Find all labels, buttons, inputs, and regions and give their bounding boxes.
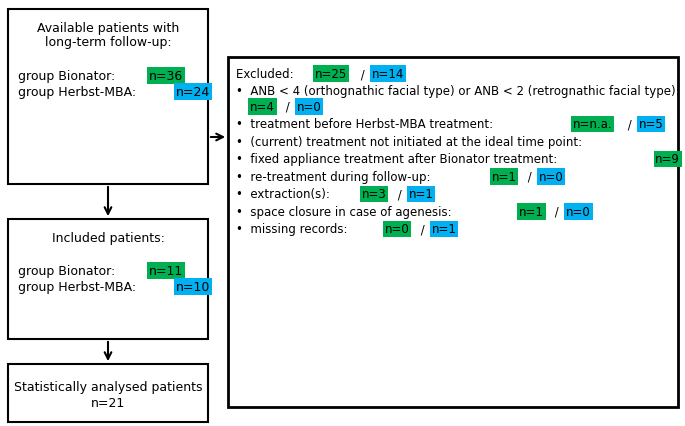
Text: group Herbst-MBA:: group Herbst-MBA: [18,280,140,294]
Text: n=0: n=0 [385,223,410,236]
Text: n=21: n=21 [91,396,125,409]
Text: n=10: n=10 [175,280,210,294]
Text: n=14: n=14 [372,68,404,81]
Text: n=1: n=1 [432,223,456,236]
Text: n=n.a.: n=n.a. [573,118,612,131]
Text: n=1: n=1 [492,170,516,184]
Text: n=24: n=24 [175,86,210,99]
Text: /: / [357,68,369,81]
Bar [228,58,678,407]
Text: n=0: n=0 [297,101,322,114]
Text: /: / [624,118,635,131]
Text: •  space closure in case of agenesis:: • space closure in case of agenesis: [236,205,456,219]
Text: •  fixed appliance treatment after Bionator treatment:: • fixed appliance treatment after Bionat… [236,153,561,166]
Bar [8,10,208,184]
Text: n=4: n=4 [250,101,275,114]
Text: n=1: n=1 [519,205,544,219]
Text: /: / [394,188,406,201]
Bar [8,219,208,339]
Text: group Herbst-MBA:: group Herbst-MBA: [18,86,140,99]
Text: long-term follow-up:: long-term follow-up: [45,36,171,49]
Text: Statistically analysed patients: Statistically analysed patients [14,380,202,393]
Text: n=25: n=25 [315,68,347,81]
Text: Excluded:: Excluded: [236,68,297,81]
Text: •  extraction(s):: • extraction(s): [236,188,334,201]
Text: n=3: n=3 [362,188,387,201]
Text: •  treatment before Herbst-MBA treatment:: • treatment before Herbst-MBA treatment: [236,118,497,131]
Text: n=1: n=1 [409,188,434,201]
Text: •  missing records:: • missing records: [236,223,351,236]
Text: n=0: n=0 [566,205,590,219]
Bar [8,364,208,422]
Text: •  ANB < 4 (orthognathic facial type) or ANB < 2 (retrognathic facial type):: • ANB < 4 (orthognathic facial type) or … [236,85,680,98]
Text: •  re-treatment during follow-up:: • re-treatment during follow-up: [236,170,434,184]
Text: Available patients with: Available patients with [37,22,179,35]
Text: /: / [282,101,294,114]
Text: •  (current) treatment not initiated at the ideal time point:: • (current) treatment not initiated at t… [236,136,586,149]
Text: /: / [416,223,428,236]
Text: group Bionator:: group Bionator: [18,70,119,83]
Text: n=5: n=5 [638,118,663,131]
Text: n=36: n=36 [149,70,183,83]
Text: /: / [551,205,562,219]
Text: n=11: n=11 [149,265,183,277]
Text: group Bionator:: group Bionator: [18,265,119,277]
Text: /: / [524,170,536,184]
Text: Included patients:: Included patients: [51,231,164,245]
Text: n=0: n=0 [538,170,564,184]
Text: n=9: n=9 [656,153,680,166]
